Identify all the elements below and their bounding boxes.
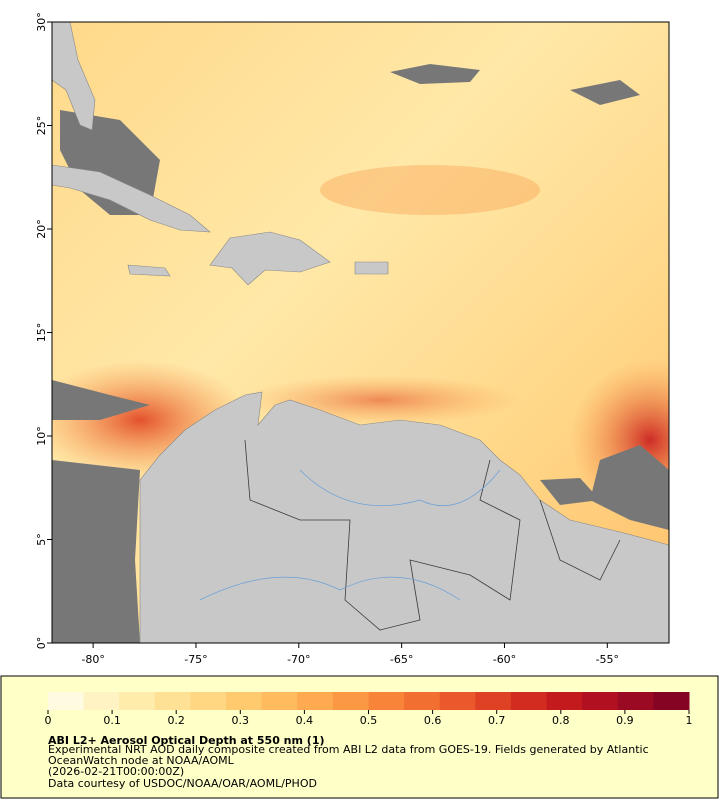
colorbar-segment: [368, 692, 405, 710]
colorbar-segment: [510, 692, 548, 710]
y-tick-label: 5°: [35, 533, 48, 546]
land: [52, 22, 669, 643]
colorbar-segment: [119, 692, 156, 710]
y-tick-label: 30°: [35, 12, 48, 32]
colorbar-segment: [48, 692, 85, 710]
x-tick-label: -80°: [81, 653, 104, 666]
aod-mid: [320, 165, 540, 215]
colorbar: 0 0.1 0.2 0.3 0.4 0.5 0.6 0.7 0.8 0.9 1: [45, 692, 693, 727]
x-tick-label: -70°: [287, 653, 310, 666]
legend-title: ABI L2+ Aerosol Optical Depth at 550 nm …: [48, 734, 325, 747]
description-box: Experimental NRT AOD daily composite cre…: [48, 744, 649, 767]
colorbar-segment: [404, 692, 441, 710]
colorbar-segment: [154, 692, 191, 710]
colorbar-segment: [546, 692, 583, 710]
x-tick-label: -60°: [493, 653, 516, 666]
colorbar-tick-label: 0.6: [424, 714, 442, 727]
colorbar-segment: [226, 692, 263, 710]
colorbar-segment: [617, 692, 654, 710]
colorbar-segment: [475, 692, 512, 710]
rivers: [199, 469, 501, 601]
x-tick-label: -75°: [184, 653, 207, 666]
colorbar-segment: [297, 692, 334, 710]
colorbar-tick-label: 0.5: [360, 714, 378, 727]
colorbar-tick-label: 0.7: [488, 714, 506, 727]
x-tick-label: -55°: [596, 653, 619, 666]
y-tick-label: 25°: [35, 116, 48, 136]
y-tick-label: 20°: [35, 219, 48, 239]
x-tick-label: -65°: [390, 653, 413, 666]
description: Experimental NRT AOD daily composite cre…: [48, 744, 649, 767]
map-area: [52, 22, 669, 643]
axes: -80° -75° -70° -65° -60° -55° 0° 5° 10° 15° 20° 25°…: [35, 12, 619, 666]
borders: [244, 439, 621, 631]
colorbar-tick-label: 1: [686, 714, 693, 727]
colorbar-tick-label: 0.4: [296, 714, 314, 727]
y-tick-label: 0°: [35, 637, 48, 650]
y-tick-label: 15°: [35, 323, 48, 343]
colorbar-tick-label: 0.8: [552, 714, 570, 727]
colorbar-tick-label: 0: [45, 714, 52, 727]
colorbar-tick-label: 0.1: [103, 714, 121, 727]
colorbar-tick-label: 0.9: [616, 714, 634, 727]
colorbar-segment: [653, 692, 690, 710]
colorbar-segment: [332, 692, 369, 710]
colorbar-segment: [582, 692, 619, 710]
credit: Data courtesy of USDOC/NOAA/OAR/AOML/PHO…: [48, 777, 317, 790]
colorbar-tick-label: 0.3: [232, 714, 250, 727]
no-data: [52, 64, 669, 643]
timestamp: (2026-02-21T00:00:00Z): [48, 765, 184, 778]
colorbar-segment: [261, 692, 298, 710]
colorbar-segment: [439, 692, 476, 710]
y-tick-label: 10°: [35, 426, 48, 446]
colorbar-tick-label: 0.2: [167, 714, 185, 727]
colorbar-segment: [83, 692, 120, 710]
colorbar-segment: [190, 692, 227, 710]
